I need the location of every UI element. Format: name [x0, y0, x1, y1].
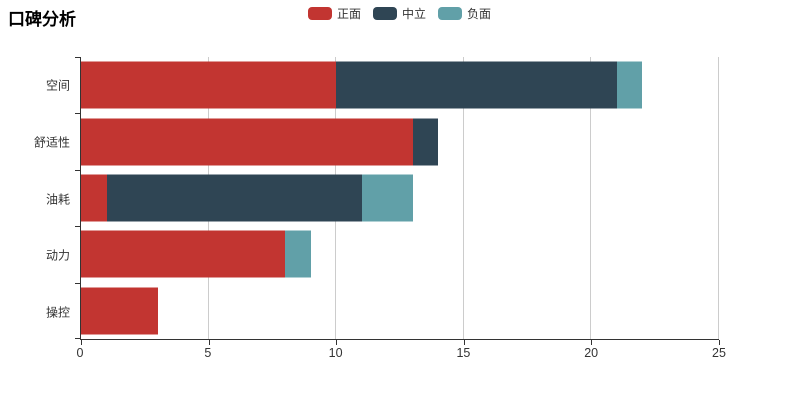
bar-segment: [616, 61, 643, 109]
gridline: [718, 57, 719, 339]
legend-swatch-icon: [438, 7, 463, 20]
y-axis-category-label: 空间: [45, 78, 70, 93]
bar-row-4: [81, 226, 719, 282]
bar-row-1: [81, 57, 719, 113]
y-axis-category-label: 舒适性: [33, 135, 70, 150]
y-axis-tick: [75, 226, 80, 228]
legend-item-2[interactable]: 中立: [373, 5, 426, 22]
x-axis-tick: [336, 340, 338, 345]
bar-segment: [412, 118, 439, 166]
legend-item-3[interactable]: 负面: [438, 5, 491, 22]
bar-row-2: [81, 113, 719, 169]
y-axis-tick: [75, 338, 80, 339]
y-axis-category-label: 操控: [45, 305, 70, 320]
bar-segment: [81, 287, 158, 335]
bar-stack: [81, 61, 719, 109]
y-axis-tick: [75, 282, 80, 284]
x-axis-tick: [81, 340, 82, 345]
x-axis-tick-label: 20: [584, 346, 599, 360]
x-axis-tick: [591, 340, 593, 345]
legend-label: 中立: [402, 7, 427, 21]
bar-row-5: [81, 283, 719, 339]
legend-swatch-icon: [373, 7, 398, 20]
bar-stack: [81, 230, 719, 278]
bar-segment: [81, 61, 337, 109]
legend: 正面 中立 负面: [308, 5, 491, 22]
x-axis-tick-label: 25: [712, 346, 726, 360]
bar-segment: [81, 174, 107, 222]
plot-area: [75, 57, 720, 345]
y-axis-tick: [75, 169, 80, 171]
legend-swatch-icon: [308, 7, 332, 20]
bar-segment: [336, 61, 617, 109]
bar-stack: [81, 118, 719, 166]
bar-segment: [81, 230, 286, 278]
legend-label: 正面: [337, 7, 362, 21]
y-axis-tick: [75, 57, 80, 58]
x-axis-tick-label: 15: [456, 346, 471, 360]
legend-item-1[interactable]: 正面: [308, 5, 361, 22]
x-axis-tick: [208, 340, 210, 345]
bar-stack: [81, 174, 719, 222]
bar-segment: [361, 174, 413, 222]
bar-segment: [285, 230, 311, 278]
legend-label: 负面: [467, 7, 492, 21]
bar-stack: [81, 287, 719, 335]
y-axis-category-label: 动力: [45, 248, 70, 263]
bar-row-3: [81, 170, 719, 226]
gridline: [590, 57, 592, 339]
x-axis-tick-label: 0: [76, 346, 84, 360]
gridline: [462, 57, 464, 339]
bar-segment: [106, 174, 362, 222]
y-axis-category-labels: 空间舒适性油耗动力操控: [0, 57, 70, 340]
x-axis-tick-label: 5: [204, 346, 212, 360]
y-axis-category-label: 油耗: [45, 192, 70, 206]
x-axis-tick: [719, 340, 720, 345]
chart-title: 口碑分析: [8, 10, 76, 29]
x-axis-tick-labels: 0 5 10 15 20 25: [76, 346, 726, 362]
y-axis-tick: [75, 113, 80, 115]
bar-segment: [81, 118, 413, 166]
x-axis-tick: [463, 340, 465, 345]
x-axis-tick-label: 10: [328, 346, 343, 360]
